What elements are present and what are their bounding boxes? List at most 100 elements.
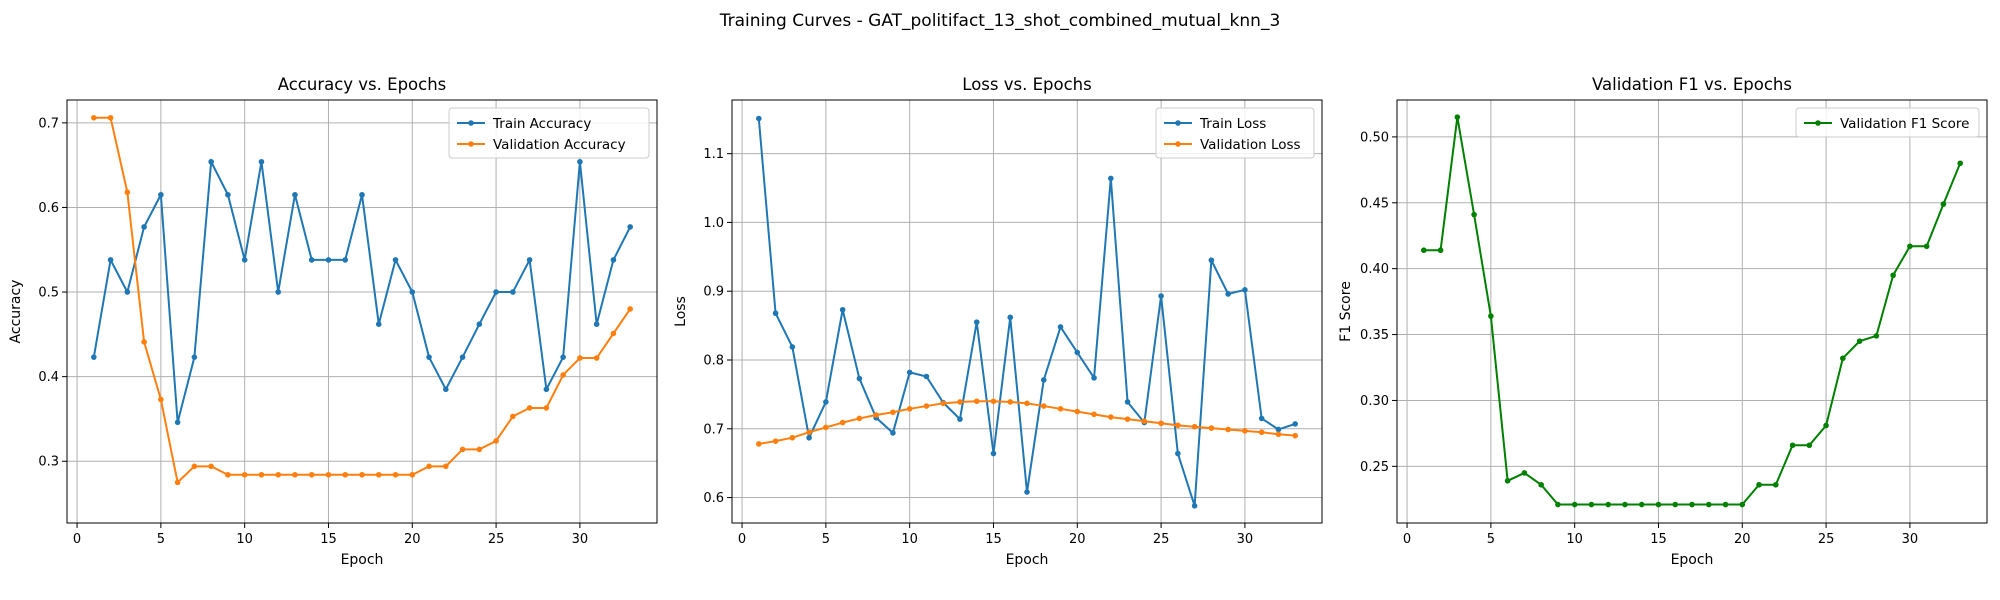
subplot-loss-vs-epochs: 0 5 10 15 20 25 30 0.6 0.7 0.8 0.9 1.0 1.1 Loss vs. E… — [673, 75, 1323, 568]
subplot-title: Validation F1 vs. Epochs — [1592, 75, 1792, 94]
x-tick-label: 15 — [985, 532, 1002, 547]
data-point-train-loss — [1292, 421, 1298, 427]
data-point-train-accuracy — [610, 257, 617, 263]
data-point-validation-loss — [839, 419, 846, 426]
data-point-validation-accuracy — [158, 396, 164, 403]
data-point-validation-f1-score — [1555, 501, 1561, 508]
data-point-train-loss — [990, 450, 997, 457]
data-point-validation-loss — [923, 403, 930, 409]
data-point-train-loss — [856, 375, 863, 382]
data-point-validation-f1-score — [1923, 243, 1930, 250]
x-tick-label: 10 — [236, 532, 253, 547]
data-point-train-loss — [923, 373, 930, 380]
data-point-validation-accuracy — [258, 471, 265, 478]
y-tick-label: 0.4 — [38, 370, 59, 385]
legend: Validation F1 Score — [1795, 107, 1980, 138]
data-point-validation-accuracy — [493, 438, 499, 444]
data-point-train-accuracy — [191, 354, 198, 360]
data-point-validation-f1-score — [1722, 501, 1729, 508]
data-point-train-accuracy — [627, 224, 633, 230]
data-point-validation-f1-score — [1471, 211, 1477, 218]
legend-label-validation-loss: Validation Loss — [1200, 137, 1301, 153]
data-point-train-accuracy — [141, 224, 147, 230]
data-point-validation-f1-score — [1454, 114, 1461, 120]
data-point-validation-f1-score — [1672, 501, 1679, 508]
data-point-validation-accuracy — [275, 471, 281, 478]
data-point-validation-f1-score — [1806, 442, 1813, 449]
data-point-validation-loss — [1091, 411, 1097, 418]
data-point-validation-loss — [1074, 408, 1081, 415]
data-point-validation-accuracy — [409, 471, 416, 478]
data-point-train-loss — [957, 416, 963, 422]
data-point-validation-accuracy — [91, 114, 97, 121]
data-point-validation-f1-score — [1605, 501, 1611, 508]
data-point-train-loss — [1242, 287, 1248, 293]
x-tick-label: 20 — [1734, 532, 1751, 547]
x-tick-label: 5 — [822, 532, 830, 547]
data-point-validation-f1-score — [1421, 247, 1427, 254]
data-point-train-accuracy — [225, 191, 231, 198]
data-point-train-loss — [1074, 349, 1081, 356]
legend-swatch-marker — [1815, 120, 1821, 126]
data-point-validation-loss — [1108, 414, 1114, 420]
x-tick-label: 10 — [1566, 532, 1583, 547]
data-point-train-accuracy — [543, 386, 550, 393]
data-point-train-loss — [1258, 415, 1265, 422]
data-point-validation-loss — [1258, 429, 1265, 436]
data-point-validation-f1-score — [1571, 501, 1578, 508]
data-point-train-loss — [890, 430, 896, 436]
y-tick-label: 0.25 — [1360, 460, 1389, 475]
y-tick-label: 0.6 — [703, 491, 724, 506]
data-point-validation-accuracy — [375, 471, 382, 478]
data-point-train-loss — [1208, 257, 1215, 264]
data-point-validation-loss — [823, 424, 829, 431]
data-point-validation-accuracy — [627, 306, 633, 312]
data-point-validation-loss — [1275, 431, 1282, 438]
data-point-validation-loss — [1124, 416, 1131, 422]
data-point-validation-accuracy — [325, 471, 332, 478]
y-tick-label: 0.7 — [38, 116, 59, 131]
data-point-validation-f1-score — [1437, 247, 1444, 254]
data-point-validation-loss — [1292, 432, 1298, 439]
y-tick-label: 0.40 — [1360, 262, 1389, 277]
y-tick-label: 1.1 — [703, 147, 724, 162]
data-point-validation-accuracy — [526, 405, 533, 411]
subplots-container: 0 5 10 15 20 25 30 0.3 0.4 0.5 0.6 0.7 Accuracy vs. … — [8, 75, 1988, 568]
data-point-train-loss — [1158, 293, 1164, 299]
data-point-validation-accuracy — [443, 463, 449, 470]
figure-suptitle: Training Curves - GAT_politifact_13_shot… — [719, 11, 1281, 31]
x-tick-label: 0 — [738, 532, 746, 547]
x-tick-label: 20 — [404, 532, 421, 547]
data-point-validation-accuracy — [577, 355, 583, 361]
data-point-train-accuracy — [443, 386, 449, 393]
data-point-train-loss — [1225, 291, 1231, 297]
data-point-validation-f1-score — [1521, 470, 1528, 476]
data-point-validation-loss — [756, 441, 762, 447]
data-point-validation-f1-score — [1890, 272, 1896, 279]
data-point-validation-loss — [1057, 406, 1064, 412]
y-axis-label: Loss — [673, 296, 689, 327]
data-point-train-loss — [973, 319, 980, 325]
data-point-train-accuracy — [174, 419, 181, 426]
data-point-validation-loss — [1024, 400, 1030, 407]
data-point-validation-loss — [1158, 420, 1164, 427]
data-point-validation-f1-score — [1873, 333, 1880, 339]
legend-label-train-loss: Train Loss — [1199, 116, 1266, 132]
data-point-train-loss — [823, 399, 829, 405]
data-point-train-loss — [906, 369, 913, 376]
x-tick-label: 30 — [1902, 532, 1919, 547]
x-tick-label: 15 — [320, 532, 337, 547]
data-point-validation-f1-score — [1655, 501, 1662, 508]
x-tick-label: 5 — [1487, 532, 1495, 547]
data-point-validation-f1-score — [1823, 422, 1829, 429]
data-point-train-loss — [1275, 426, 1282, 433]
data-point-train-accuracy — [476, 321, 483, 327]
data-point-validation-accuracy — [610, 330, 617, 337]
x-tick-label: 15 — [1650, 532, 1667, 547]
y-tick-label: 1.0 — [703, 216, 724, 231]
data-point-validation-accuracy — [560, 372, 566, 378]
y-tick-label: 0.50 — [1360, 130, 1389, 145]
legend-box — [1795, 107, 1980, 138]
data-point-validation-accuracy — [141, 339, 147, 345]
axes-frame — [1396, 99, 1988, 524]
